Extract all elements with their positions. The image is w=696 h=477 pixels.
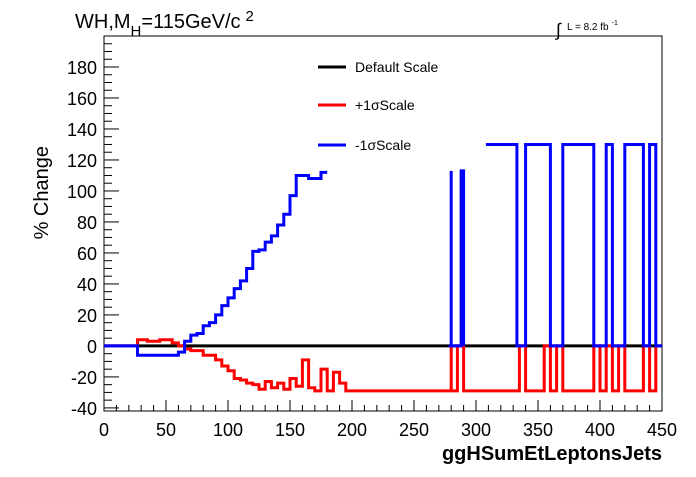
y-tick-label: 180 — [67, 58, 97, 78]
legend-label-plus: +1σScale — [355, 97, 415, 113]
x-tick-label: 450 — [647, 420, 677, 440]
title-sup: 2 — [246, 8, 254, 25]
x-tick-label: 200 — [337, 420, 367, 440]
y-tick-label: 80 — [77, 213, 97, 233]
y-tick-label: 0 — [87, 337, 97, 357]
y-tick-label: 120 — [67, 151, 97, 171]
y-tick-label: 140 — [67, 120, 97, 140]
ticks-layer: 0 50 100 150 200 250 300 350 400 450 -40 -20 0 20 40 60… — [67, 43, 677, 440]
x-tick-label: 300 — [461, 420, 491, 440]
legend-label-default: Default Scale — [355, 59, 438, 75]
x-tick-label: 150 — [275, 420, 305, 440]
y-tick-label: 60 — [77, 244, 97, 264]
title-main: WH,M — [75, 11, 131, 33]
plot-frame — [103, 35, 663, 412]
y-tick-label: 20 — [77, 306, 97, 326]
lumi-sup: -1 — [612, 20, 618, 27]
series-layer — [104, 142, 662, 393]
y-axis-label: % Change — [31, 146, 53, 239]
x-tick-label: 50 — [156, 420, 176, 440]
series-line-2 — [104, 170, 328, 357]
legend: Default Scale +1σScale -1σScale — [318, 59, 438, 153]
lumi-integral: ∫ — [554, 20, 562, 40]
title-rest: =115GeV/c — [141, 11, 240, 33]
series-line-4 — [485, 142, 662, 348]
title-sub: H — [131, 23, 142, 40]
x-tick-label: 350 — [523, 420, 553, 440]
x-tick-label: 250 — [399, 420, 429, 440]
x-tick-label: 400 — [585, 420, 615, 440]
y-tick-label: 160 — [67, 89, 97, 109]
y-tick-label: -40 — [71, 399, 97, 419]
chart-title: WH,MH=115GeV/c 2 — [75, 8, 254, 40]
y-tick-label: 100 — [67, 182, 97, 202]
series-line-3 — [448, 169, 466, 348]
lumi-label: L = 8.2 fb -1 — [567, 20, 618, 33]
legend-label-minus: -1σScale — [355, 137, 411, 153]
x-axis-label: ggHSumEtLeptonsJets — [442, 443, 662, 465]
x-tick-label: 0 — [99, 420, 109, 440]
x-tick-label: 100 — [213, 420, 243, 440]
y-tick-label: -20 — [71, 368, 97, 388]
y-tick-label: 40 — [77, 275, 97, 295]
lumi-text: L = 8.2 fb — [567, 22, 609, 33]
